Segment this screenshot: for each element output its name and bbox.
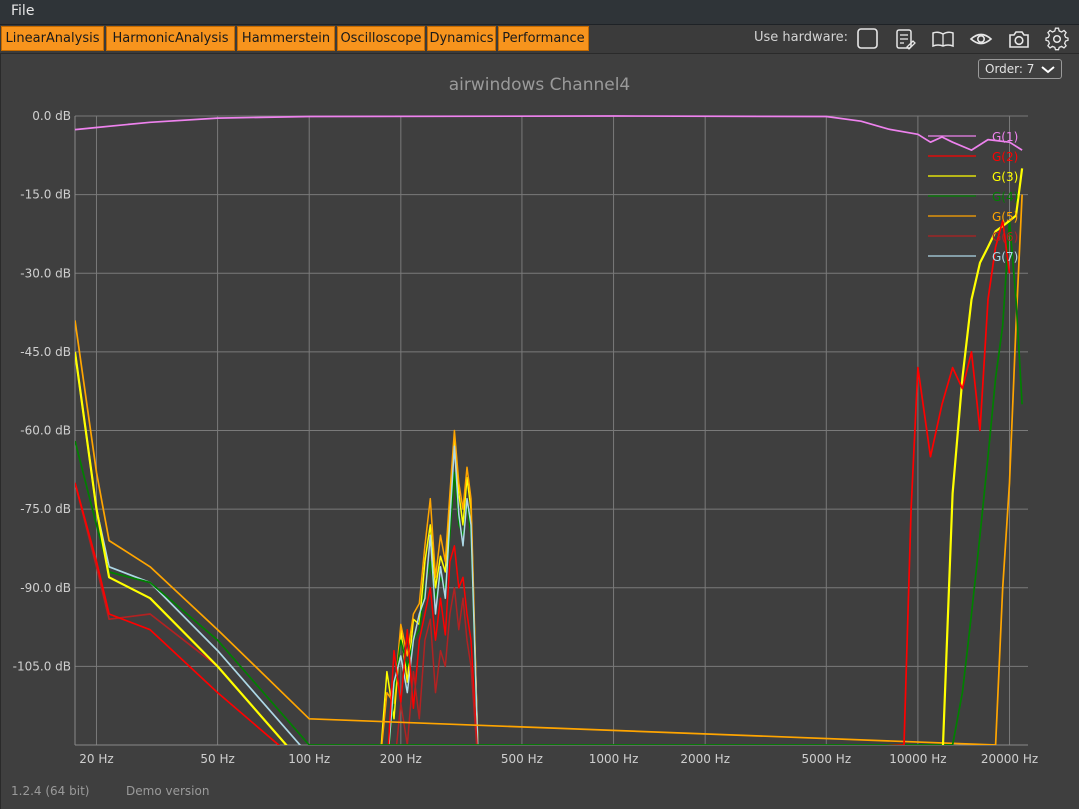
- y-tick-label: -75.0 dB: [20, 502, 71, 516]
- analysis-panel: [0, 54, 1079, 809]
- eye-icon[interactable]: [969, 27, 993, 51]
- tab-oscilloscope[interactable]: Oscilloscope: [337, 26, 425, 51]
- toolbar: LinearAnalysis HarmonicAnalysis Hammerst…: [0, 25, 1079, 54]
- legend-label: G(6): [992, 230, 1018, 244]
- series-line-G6: [75, 482, 288, 745]
- version-label: 1.2.4 (64 bit): [11, 784, 90, 798]
- x-tick-label: 50 Hz: [200, 752, 234, 766]
- legend-label: G(2): [992, 150, 1018, 164]
- hump-series-line: [387, 545, 478, 745]
- legend-label: G(7): [992, 250, 1018, 264]
- tab-dynamics[interactable]: Dynamics: [427, 26, 496, 51]
- legend-label: G(1): [992, 130, 1018, 144]
- checkbox-icon[interactable]: [855, 27, 879, 51]
- legend-label: G(3): [992, 170, 1018, 184]
- camera-icon[interactable]: [1007, 27, 1031, 51]
- x-tick-label: 1000 Hz: [589, 752, 639, 766]
- plot-title: airwindows Channel4: [448, 75, 631, 95]
- notes-icon[interactable]: [893, 27, 917, 51]
- x-tick-label: 20000 Hz: [981, 752, 1038, 766]
- series-line-G4: [75, 219, 1023, 745]
- series-line-G1: [75, 115, 1023, 151]
- tab-hammerstein[interactable]: Hammerstein: [237, 26, 335, 51]
- tab-linear-analysis[interactable]: LinearAnalysis: [1, 26, 104, 51]
- demo-label: Demo version: [126, 784, 210, 798]
- x-tick-label: 200 Hz: [380, 752, 422, 766]
- order-select-value: Order: 7: [985, 62, 1035, 76]
- gear-icon[interactable]: [1045, 27, 1069, 51]
- menu-file[interactable]: File: [11, 3, 35, 19]
- x-tick-label: 20 Hz: [79, 752, 113, 766]
- y-tick-label: -90.0 dB: [20, 581, 71, 595]
- hardware-label: Use hardware:: [754, 30, 849, 45]
- hump-series-line: [388, 445, 479, 745]
- chevron-down-icon: [1041, 66, 1055, 74]
- y-tick-label: 0.0 dB: [32, 109, 71, 123]
- series-line-G2: [75, 219, 1011, 745]
- x-tick-label: 100 Hz: [288, 752, 330, 766]
- order-select[interactable]: Order: 7: [978, 59, 1062, 79]
- x-tick-label: 500 Hz: [501, 752, 543, 766]
- x-tick-label: 5000 Hz: [801, 752, 851, 766]
- y-tick-label: -45.0 dB: [20, 345, 71, 359]
- y-tick-label: -105.0 dB: [13, 659, 71, 673]
- y-tick-label: -60.0 dB: [20, 424, 71, 438]
- x-tick-label: 10000 Hz: [889, 752, 946, 766]
- series-line-G3: [75, 168, 1024, 745]
- legend-label: G(4): [992, 190, 1018, 204]
- x-tick-label: 2000 Hz: [680, 752, 730, 766]
- series-line-G5: [75, 194, 1023, 745]
- series-line-G7: [75, 351, 302, 745]
- legend-label: G(5): [992, 210, 1018, 224]
- tab-performance[interactable]: Performance: [498, 26, 589, 51]
- book-icon[interactable]: [931, 27, 955, 51]
- menu-bar: File: [0, 0, 1079, 25]
- hump-series-line: [381, 429, 479, 745]
- hump-series-line: [395, 587, 478, 745]
- tab-harmonic-analysis[interactable]: HarmonicAnalysis: [106, 26, 235, 51]
- y-tick-label: -15.0 dB: [20, 188, 71, 202]
- y-tick-label: -30.0 dB: [20, 266, 71, 280]
